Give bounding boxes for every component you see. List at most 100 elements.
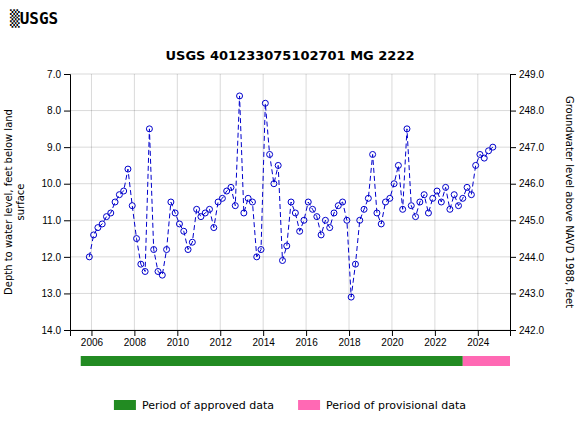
data-point <box>258 247 264 253</box>
tick-label: 13.0 <box>42 288 62 299</box>
data-point <box>138 261 144 267</box>
data-point <box>413 214 419 220</box>
tick-label: 2012 <box>210 337 233 348</box>
tick-label: 9.0 <box>47 142 61 153</box>
data-point <box>301 217 307 223</box>
data-point <box>455 203 461 209</box>
axis-line <box>511 75 517 331</box>
grid-line-x <box>434 74 435 330</box>
tick-label: 8.0 <box>47 105 61 116</box>
marks <box>86 93 496 300</box>
tick-mark <box>510 220 516 221</box>
tick-label: 2008 <box>124 337 147 348</box>
tick-mark <box>510 293 516 294</box>
grid-line-y <box>70 147 510 148</box>
tick-mark <box>64 74 70 75</box>
tick-label: 2016 <box>295 337 318 348</box>
data-point <box>331 210 337 216</box>
data-point <box>271 181 277 187</box>
tick-mark <box>177 330 178 336</box>
data-point <box>348 294 354 300</box>
data-point <box>451 192 457 198</box>
data-point <box>473 162 479 168</box>
grid-line-y <box>70 256 510 257</box>
data-point <box>112 199 118 205</box>
data-point <box>288 199 294 205</box>
data-point <box>387 195 393 201</box>
tick-mark <box>510 257 516 258</box>
tick-mark <box>64 147 70 148</box>
data-point <box>241 210 247 216</box>
tick-mark <box>64 220 70 221</box>
tick-mark <box>392 330 393 336</box>
tick-label: 2024 <box>467 337 490 348</box>
grid-line-y <box>70 74 510 75</box>
tick-mark <box>263 330 264 336</box>
data-point <box>232 203 238 209</box>
tick: 245.0 <box>510 215 544 226</box>
data-point <box>378 221 384 227</box>
tick: 2008 <box>124 330 147 348</box>
data-point <box>254 254 260 260</box>
tick-label: 246.0 <box>519 178 544 189</box>
tick-label: 2018 <box>338 337 361 348</box>
data-point <box>142 268 148 274</box>
data-point <box>468 192 474 198</box>
tick-label: 12.0 <box>42 252 62 263</box>
plot: 2006 2008 2010 2012 2014 2016 2018 2020 2022 2024… <box>42 69 545 348</box>
data-point <box>237 93 243 99</box>
grid-line-y <box>70 110 510 111</box>
data-point <box>172 210 178 216</box>
tick-mark <box>510 74 516 75</box>
data-point <box>168 199 174 205</box>
legend: Period of approved dataPeriod of provisi… <box>114 399 466 412</box>
tick: 247.0 <box>510 142 544 153</box>
data-point <box>176 221 182 227</box>
tick: 2018 <box>338 330 361 348</box>
tick-label: 2006 <box>81 337 104 348</box>
data-point <box>370 151 376 157</box>
tick-label: 2010 <box>167 337 190 348</box>
data-line <box>89 96 493 297</box>
tick-mark <box>64 111 70 112</box>
tick: 2014 <box>253 330 276 348</box>
grid <box>70 74 510 330</box>
tick-mark <box>220 330 221 336</box>
data-point <box>146 126 152 132</box>
data-point <box>275 162 281 168</box>
data-point <box>314 214 320 220</box>
y2-axis-title: Groundwater level above NAVD 1988, feet <box>564 96 575 308</box>
data-point <box>438 199 444 205</box>
tick: 2022 <box>424 330 447 348</box>
data-point <box>425 210 431 216</box>
legend-item: Period of provisional data <box>298 399 466 412</box>
tick-mark <box>478 330 479 336</box>
tick: 7.0 <box>47 69 70 80</box>
tick-mark <box>64 293 70 294</box>
tick-label: 2022 <box>424 337 447 348</box>
data-point <box>391 181 397 187</box>
data-point <box>228 184 234 190</box>
data-point <box>327 225 333 231</box>
grid-line-x <box>220 74 221 330</box>
tick-label: 242.0 <box>519 325 544 336</box>
axis-line <box>71 331 511 337</box>
data-point <box>430 195 436 201</box>
tick: 10.0 <box>42 178 70 189</box>
data-point <box>408 203 414 209</box>
tick: 13.0 <box>42 288 70 299</box>
data-point <box>357 217 363 223</box>
tick-label: 2014 <box>253 337 276 348</box>
tick-label: 244.0 <box>519 252 544 263</box>
data-point <box>151 247 157 253</box>
tick-label: 2020 <box>381 337 404 348</box>
data-point <box>125 166 131 172</box>
header-annotation: ▒USGS <box>10 9 58 28</box>
tick: 243.0 <box>510 288 544 299</box>
legend-label: Period of provisional data <box>326 399 466 412</box>
tick: 2016 <box>295 330 318 348</box>
data-point <box>129 203 135 209</box>
data-point <box>159 272 165 278</box>
tick-mark <box>510 111 516 112</box>
data-point <box>460 195 466 201</box>
